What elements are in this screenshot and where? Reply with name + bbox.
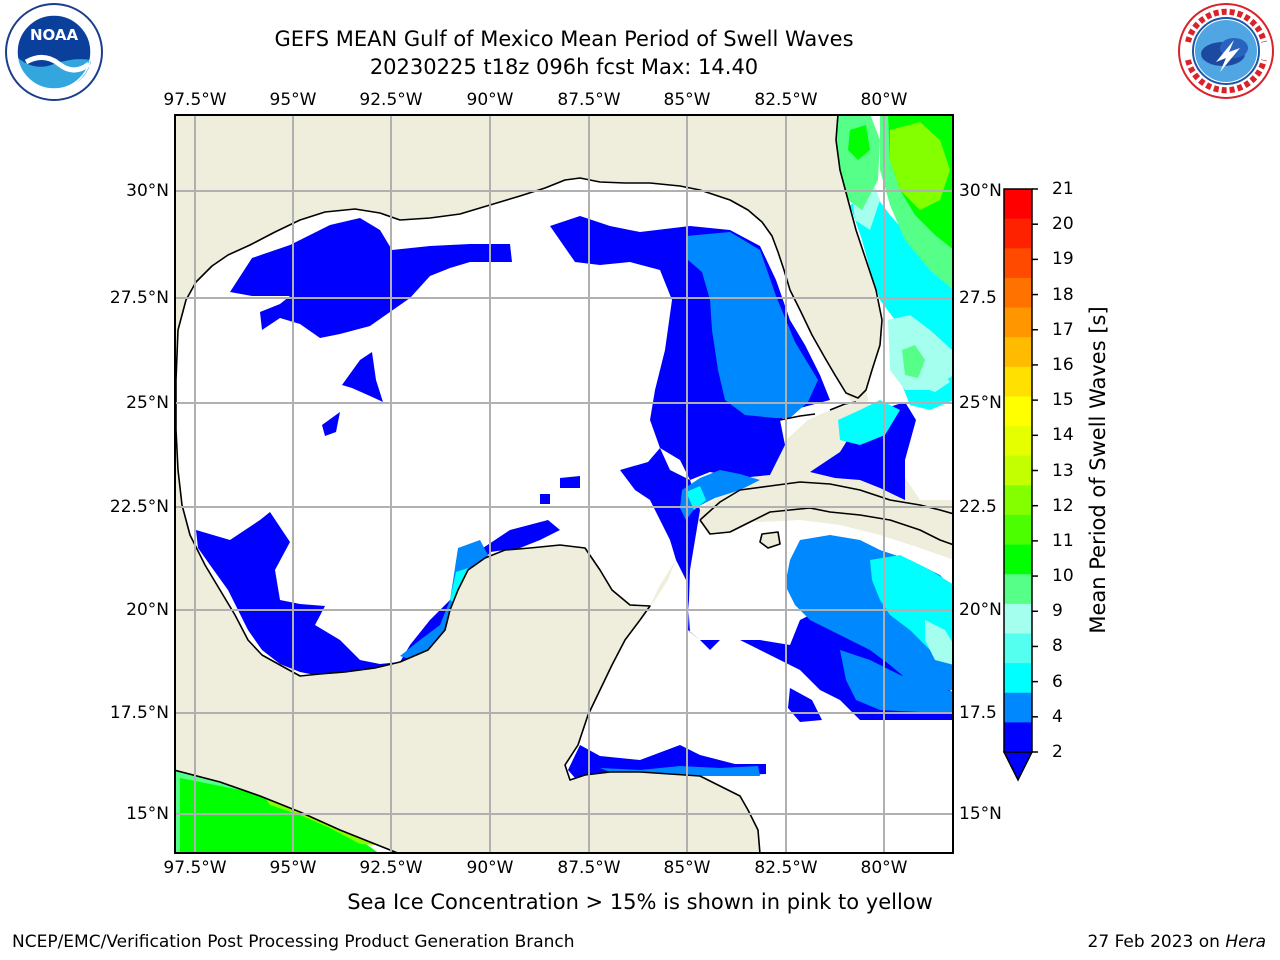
map-subtitle: 20230225 t18z 096h fcst Max: 14.40 bbox=[369, 55, 759, 79]
colorbar-band bbox=[1004, 663, 1032, 694]
lon-label-bottom: 92.5°W bbox=[359, 858, 423, 878]
colorbar-tick-label: 15 bbox=[1052, 390, 1074, 411]
lat-label-left: 25°N bbox=[126, 393, 169, 413]
lat-label-right: 27.5 bbox=[959, 288, 997, 308]
lat-label-left: 30°N bbox=[126, 181, 169, 201]
colorbar-band bbox=[1004, 189, 1032, 220]
colorbar-tick-label: 11 bbox=[1052, 530, 1074, 551]
coastline bbox=[174, 114, 954, 854]
colorbar-tick-label: 9 bbox=[1052, 601, 1063, 622]
colorbar-tick-label: 6 bbox=[1052, 671, 1063, 692]
colorbar-band bbox=[1004, 485, 1032, 516]
colorbar-band bbox=[1004, 248, 1032, 279]
lat-label-right: 30°N bbox=[959, 181, 1002, 201]
colorbar-band bbox=[1004, 277, 1032, 309]
lat-label-right: 17.5 bbox=[959, 703, 997, 723]
lat-label-left: 27.5°N bbox=[109, 288, 169, 308]
colorbar-band bbox=[1004, 633, 1032, 664]
colorbar-band bbox=[1004, 692, 1032, 723]
colorbar-band bbox=[1004, 574, 1032, 605]
colorbar-extend-arrow bbox=[1002, 751, 1034, 782]
lat-label-right: 20°N bbox=[959, 600, 1002, 620]
colorbar-tick-label: 16 bbox=[1052, 354, 1074, 375]
lat-label-left: 17.5°N bbox=[109, 703, 169, 723]
colorbar-band bbox=[1004, 455, 1032, 486]
lat-label-left: 20°N bbox=[126, 600, 169, 620]
colorbar-tick-label: 19 bbox=[1052, 249, 1074, 270]
lon-label-top: 85°W bbox=[663, 90, 711, 110]
lon-label-bottom: 95°W bbox=[269, 858, 317, 878]
colorbar-band bbox=[1004, 307, 1032, 338]
run-date: 27 Feb 2023 on bbox=[1087, 932, 1220, 952]
colorbar-band bbox=[1004, 366, 1032, 397]
lon-label-top: 92.5°W bbox=[359, 90, 423, 110]
run-date-credit: 27 Feb 2023 on Hera bbox=[1088, 932, 1266, 952]
lat-label-right: 15°N bbox=[959, 804, 1002, 824]
lon-label-bottom: 97.5°W bbox=[163, 858, 227, 878]
lat-label-right: 25°N bbox=[959, 393, 1002, 413]
lon-label-top: 95°W bbox=[269, 90, 317, 110]
colorbar-tick-label: 13 bbox=[1052, 460, 1074, 481]
colorbar-tick-label: 4 bbox=[1052, 706, 1063, 727]
colorbar-tick-label: 2 bbox=[1052, 742, 1063, 762]
colorbar-tick-label: 21 bbox=[1052, 179, 1074, 199]
lon-label-top: 87.5°W bbox=[557, 90, 621, 110]
colorbar-title: Mean Period of Swell Waves [s] bbox=[1086, 306, 1110, 634]
lat-label-left: 22.5°N bbox=[109, 497, 169, 517]
colorbar-tick-label: 14 bbox=[1052, 425, 1074, 446]
swell-period-8-9s bbox=[850, 175, 954, 665]
map-frame bbox=[174, 114, 954, 854]
lon-label-bottom: 90°W bbox=[466, 858, 514, 878]
colorbar-tick-label: 18 bbox=[1052, 284, 1074, 305]
sea-ice-note: Sea Ice Concentration > 15% is shown in … bbox=[347, 890, 933, 914]
lat-label-left: 15°N bbox=[126, 804, 169, 824]
lon-label-top: 97.5°W bbox=[163, 90, 227, 110]
host-name: Hera bbox=[1225, 932, 1266, 952]
gulf-of-mexico-map bbox=[174, 114, 954, 854]
colorbar-tick-label: 8 bbox=[1052, 636, 1063, 657]
colorbar-frame bbox=[1003, 188, 1033, 753]
colorbar-band bbox=[1004, 426, 1032, 457]
colorbar-band bbox=[1004, 544, 1032, 575]
colorbar-tick-label: 12 bbox=[1052, 495, 1074, 516]
lon-label-bottom: 85°W bbox=[663, 858, 711, 878]
svg-text:NOAA: NOAA bbox=[30, 26, 79, 44]
colorbar-band bbox=[1004, 514, 1032, 546]
colorbar-tick-label: 17 bbox=[1052, 319, 1074, 340]
lon-label-top: 80°W bbox=[860, 90, 908, 110]
lat-label-right: 22.5 bbox=[959, 497, 997, 517]
colorbar-band bbox=[1004, 722, 1032, 753]
producer-credit: NCEP/EMC/Verification Post Processing Pr… bbox=[12, 932, 575, 952]
lon-label-bottom: 80°W bbox=[860, 858, 908, 878]
map-title: GEFS MEAN Gulf of Mexico Mean Period of … bbox=[274, 27, 854, 51]
noaa-logo: NOAA bbox=[5, 3, 103, 101]
lon-label-top: 90°W bbox=[466, 90, 514, 110]
lon-label-bottom: 87.5°W bbox=[557, 858, 621, 878]
colorbar-band bbox=[1004, 218, 1032, 249]
lon-label-bottom: 82.5°W bbox=[754, 858, 818, 878]
colorbar-band bbox=[1004, 337, 1032, 368]
colorbar-band bbox=[1004, 396, 1032, 427]
colorbar-band bbox=[1004, 603, 1032, 634]
graticule bbox=[174, 114, 954, 854]
colorbar-tick-label: 10 bbox=[1052, 566, 1074, 587]
colorbar-tick-label: 20 bbox=[1052, 214, 1074, 235]
national-weather-service-logo bbox=[1178, 3, 1274, 99]
lon-label-top: 82.5°W bbox=[754, 90, 818, 110]
